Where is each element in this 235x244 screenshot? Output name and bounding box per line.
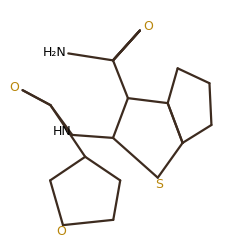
Text: H₂N: H₂N bbox=[43, 46, 66, 59]
Text: HN: HN bbox=[53, 125, 72, 138]
Text: S: S bbox=[155, 178, 163, 191]
Text: O: O bbox=[143, 20, 153, 33]
Text: O: O bbox=[10, 81, 20, 94]
Text: O: O bbox=[56, 224, 66, 238]
